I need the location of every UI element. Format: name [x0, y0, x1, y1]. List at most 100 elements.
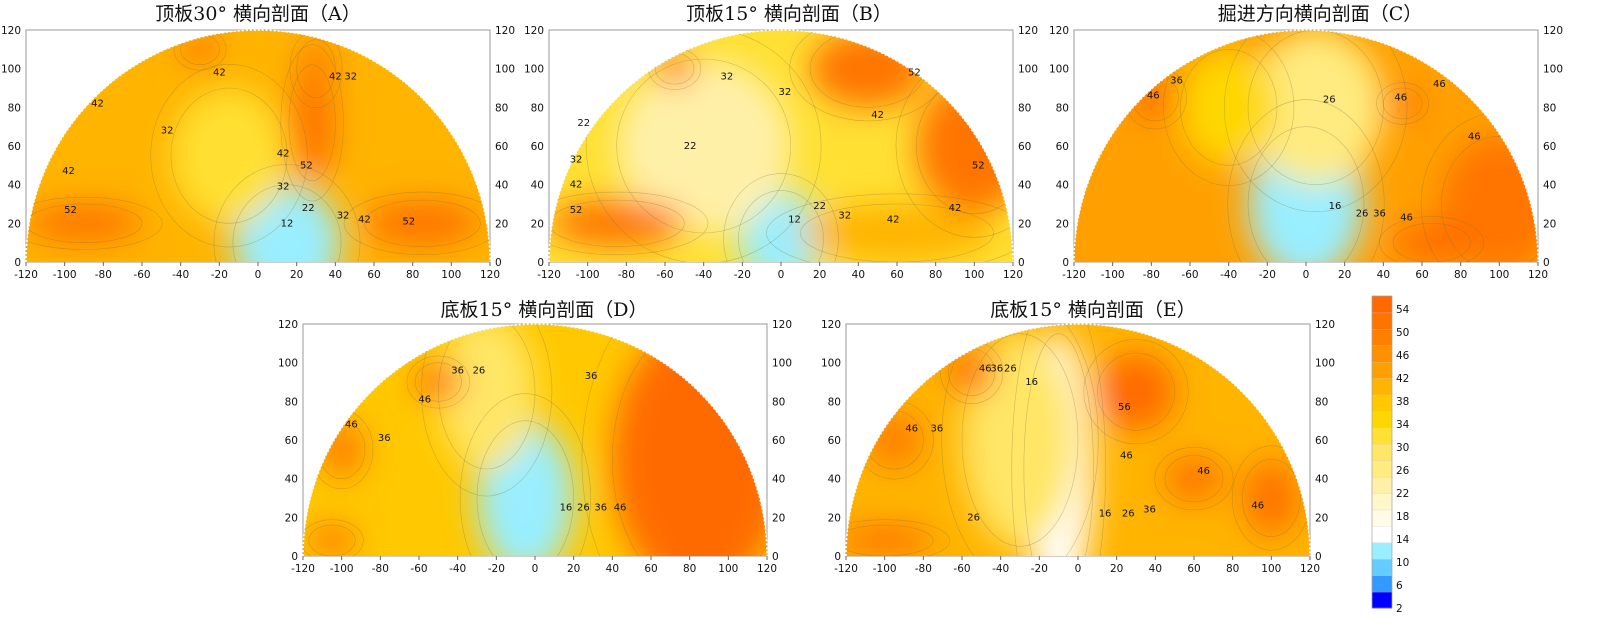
panel-d-ytick-right-3: 60 — [772, 435, 785, 447]
panel-c-anomaly-1 — [1248, 30, 1384, 185]
panel-b-contour-label-4: 42 — [871, 110, 884, 121]
panel-b-contour-1-1 — [585, 30, 822, 262]
panel-b-contour-0-0 — [738, 190, 824, 262]
colorbar-segment-13 — [1371, 377, 1393, 396]
panel-c-xtick-4: -40 — [1220, 269, 1237, 281]
panel-a-contour-5-0 — [364, 199, 481, 247]
panel-a-contour-label-4: 42 — [329, 71, 342, 82]
panel-e-anomaly-6 — [948, 349, 995, 396]
panel-e-ytick-right-0: 0 — [1315, 551, 1322, 563]
colorbar-segment-10 — [1371, 427, 1393, 445]
panel-c-contour-label-6: 16 — [1329, 201, 1342, 212]
panel-a-contour-label-9: 22 — [302, 203, 315, 214]
panel-b-contour-label-2: 52 — [908, 68, 921, 79]
panel-c-ytick-left-0: 0 — [1062, 257, 1069, 269]
panel-b-ytick-right-0: 0 — [1018, 257, 1025, 269]
panel-a-title: 顶板30° 横向剖面（A） — [155, 3, 360, 25]
panel-e-xtick-10: 80 — [1226, 563, 1239, 575]
colorbar-tick-2: 10 — [1396, 557, 1409, 569]
panel-c-anomaly-2 — [1180, 49, 1277, 166]
panel-a-xtick-2: -80 — [95, 269, 112, 281]
panel-e-ytick-right-4: 80 — [1315, 396, 1328, 408]
colorbar-segment-15 — [1371, 345, 1393, 363]
panel-e-contour-label-7: 46 — [1120, 450, 1133, 461]
panel-e-contour-label-11: 16 — [1099, 508, 1112, 519]
panel-b-xtick-9: 60 — [890, 269, 903, 281]
panel-d-xtick-8: 40 — [606, 563, 619, 575]
panel-d-contour-label-6: 16 — [560, 503, 573, 514]
colorbar-segment-11 — [1371, 410, 1393, 429]
panel-b-contour-label-6: 32 — [570, 155, 583, 166]
panel-c-ytick-right-6: 120 — [1543, 25, 1563, 37]
panel-d-ytick-left-5: 100 — [278, 358, 298, 370]
colorbar-tick-0: 2 — [1396, 603, 1403, 615]
panel-d-contour-1-1 — [421, 324, 553, 497]
panel-c-xtick-9: 60 — [1415, 269, 1428, 281]
panel-e-contour-3-1 — [1154, 447, 1234, 511]
panel-d-contour-0-1 — [459, 393, 591, 556]
panel-b-anomaly-0 — [738, 190, 824, 262]
panel-c-edge — [1073, 29, 1539, 263]
panel-c-xtick-12: 120 — [1528, 269, 1548, 281]
panel-c-contour-0-1 — [1227, 99, 1385, 262]
panel-e-contour-label-0: 46 — [979, 363, 992, 374]
panel-b-contour-4-1 — [766, 193, 1013, 262]
panel-d-edge — [302, 323, 768, 557]
panel-c-contour-1-1 — [1224, 30, 1408, 213]
panel-d-ytick-left-3: 60 — [285, 435, 298, 447]
panel-a-contour-3-1 — [289, 30, 343, 109]
panel-c-contour-label-2: 26 — [1323, 95, 1336, 106]
panel-a-contour-label-10: 12 — [281, 218, 294, 229]
panel-b-ytick-left-3: 60 — [531, 141, 544, 153]
panel-e-ytick-left-4: 80 — [828, 396, 841, 408]
panel-e-ytick-right-2: 40 — [1315, 474, 1328, 486]
panel-d-anomaly-2 — [612, 324, 767, 556]
panel-e-contour-2-1 — [1083, 339, 1189, 445]
panel-a-xtick-7: 20 — [290, 269, 303, 281]
panel-a-contour-6-1 — [173, 30, 227, 71]
panel-e-xtick-4: -40 — [992, 563, 1009, 575]
panel-b-xtick-4: -40 — [695, 269, 712, 281]
panel-c-xtick-2: -80 — [1143, 269, 1160, 281]
panel-e-xtick-2: -80 — [915, 563, 932, 575]
panel-c-plot: 36 46 26 46 46 46 16 26 36 46 -120 -100 -80 -60 -40 -20… — [1049, 25, 1563, 281]
colorbar-tick-10: 42 — [1396, 373, 1409, 385]
panel-e-contour-label-3: 16 — [1025, 377, 1038, 388]
panel-a-xtick-0: -120 — [14, 269, 38, 281]
panel-e-contour-4-0 — [1242, 459, 1301, 537]
panel-b-ytick-left-0: 0 — [537, 257, 544, 269]
panel-e-ytick-left-2: 40 — [828, 474, 841, 486]
panel-c-ytick-left-6: 120 — [1049, 25, 1069, 37]
colorbar-tick-9: 38 — [1396, 396, 1409, 408]
panel-e-xtick-7: 20 — [1110, 563, 1123, 575]
panel-c-xtick-0: -120 — [1062, 269, 1086, 281]
panel-c-xtick-7: 20 — [1338, 269, 1351, 281]
panel-e-ytick-left-3: 60 — [828, 435, 841, 447]
panel-c-xtick-11: 100 — [1489, 269, 1509, 281]
panel-a-ytick-left-4: 80 — [8, 102, 21, 114]
panel-b-contour-label-12: 12 — [788, 214, 801, 225]
panel-b-contour-label-14: 42 — [949, 203, 962, 214]
colorbar-tick-1: 6 — [1396, 580, 1403, 592]
panel-d-contour-2-1 — [581, 324, 767, 556]
panel-a-xtick-3: -60 — [133, 269, 150, 281]
panel-a-contour-1-0 — [170, 87, 288, 224]
panel-d-anomaly-5 — [308, 525, 356, 556]
panel-a-contour-label-13: 52 — [64, 205, 77, 216]
panel-e-ytick-left-5: 100 — [821, 358, 841, 370]
panel-b-xtick-11: 100 — [964, 269, 984, 281]
panel-b-xtick-8: 40 — [852, 269, 865, 281]
panel-e-contour-label-5: 46 — [905, 423, 918, 434]
colorbar-tick-4: 18 — [1396, 511, 1409, 523]
panel-a-anomaly-3 — [296, 39, 336, 98]
panel-d-plot: 36 26 36 46 46 36 16 26 36 46 -120 -100 -80 -60 -40 -20… — [278, 319, 792, 575]
panel-b-xtick-3: -60 — [656, 269, 673, 281]
panel-b: 顶板15° 横向剖面（B） 32 32 52 22 42 22 32 52 42 52 22 32 12… — [524, 3, 1038, 281]
panel-e-contour-label-9: 46 — [1251, 501, 1264, 512]
colorbar-segment-18 — [1371, 295, 1393, 314]
panel-a-contour-label-14: 52 — [402, 216, 415, 227]
panel-a-anomaly-1 — [171, 88, 287, 224]
